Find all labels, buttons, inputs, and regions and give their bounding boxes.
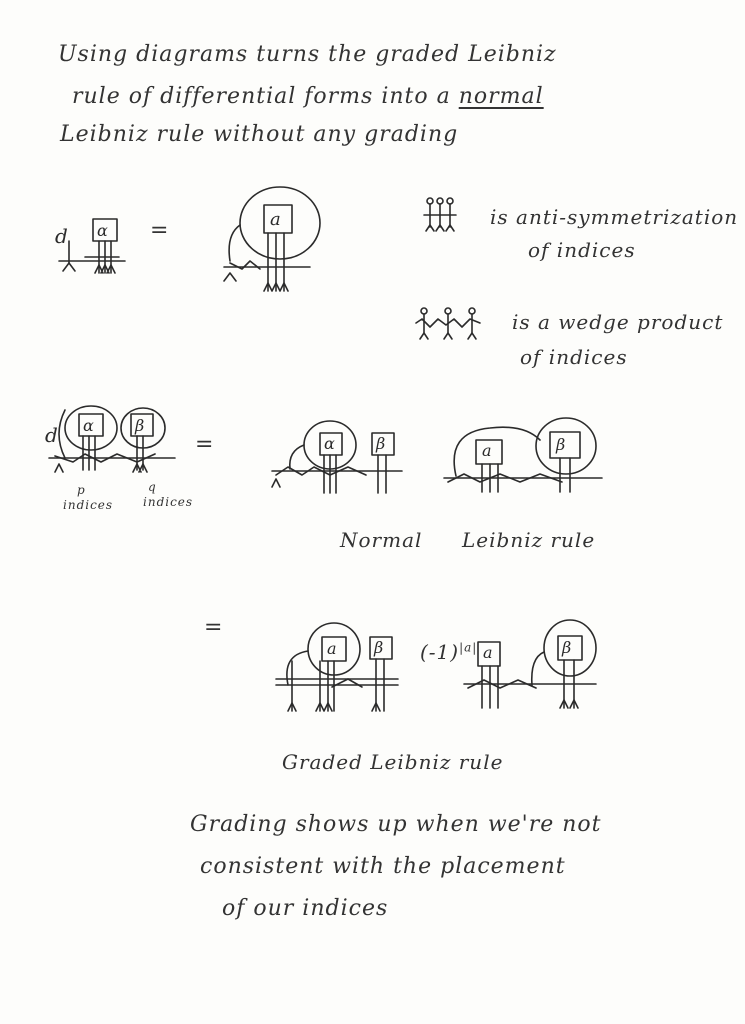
equals-3: = [204, 615, 224, 640]
a-label-3: a [327, 639, 337, 658]
graded-term-2-diagram: β a [463, 619, 597, 709]
sign-exponent: |a| [459, 640, 478, 655]
q-letter: q [148, 480, 157, 494]
d-alpha-expanded-diagram: a [223, 186, 321, 292]
intro-line-1: Using diagrams turns the graded Leibniz [58, 42, 557, 67]
wedge-legend-line-2: of indices [520, 345, 628, 369]
p-indices-label: indices [63, 498, 114, 512]
alpha-label-3: α [324, 434, 335, 453]
beta-label-5: β [561, 638, 571, 657]
normal-term-1-diagram: α β [271, 420, 403, 494]
d-alpha-beta-diagram: d α β [45, 405, 176, 473]
normal-caption: Normal [340, 528, 423, 552]
a-label-2: a [482, 441, 492, 460]
q-indices-label: indices [143, 495, 194, 509]
equals-1: = [150, 218, 170, 243]
footer-line-1: Grading shows up when we're not [190, 812, 602, 837]
wedge-symbol [415, 307, 481, 340]
antisym-symbol [423, 197, 457, 232]
beta-label-4: β [373, 638, 383, 657]
graded-term-1-diagram: a β [275, 622, 399, 712]
equals-2: = [195, 432, 215, 457]
intro-line-3: Leibniz rule without any grading [60, 122, 459, 147]
p-letter: p [77, 483, 86, 497]
alpha-label-2: α [83, 416, 94, 435]
sign-base: (-1) [420, 640, 460, 664]
beta-label-2: β [375, 434, 385, 453]
wedge-legend-line-1: is a wedge product [512, 310, 724, 334]
intro-line-2: rule of differential forms into a normal [72, 84, 544, 109]
beta-label-1: β [134, 416, 144, 435]
antisym-legend-line-1: is anti-symmetrization [490, 205, 739, 229]
a-label-1: a [270, 209, 281, 230]
d-symbol: d [55, 224, 68, 248]
antisym-legend-line-2: of indices [528, 238, 636, 262]
intro-normal-word: normal [458, 84, 544, 109]
leibniz-rule-caption: Leibniz rule [462, 528, 596, 552]
d-alpha-diagram: d α [55, 218, 126, 274]
intro-line-2-text: rule of differential forms into a [72, 84, 459, 109]
alpha-label: α [97, 221, 108, 240]
normal-term-2-diagram: β a [443, 417, 603, 493]
beta-label-3: β [555, 435, 565, 454]
sign-factor: (-1)|a| [420, 640, 477, 664]
graded-caption: Graded Leibniz rule [282, 750, 504, 774]
d-symbol-2: d [45, 423, 58, 447]
a-label-4: a [483, 643, 493, 662]
footer-line-3: of our indices [222, 896, 389, 921]
footer-line-2: consistent with the placement [200, 854, 566, 879]
